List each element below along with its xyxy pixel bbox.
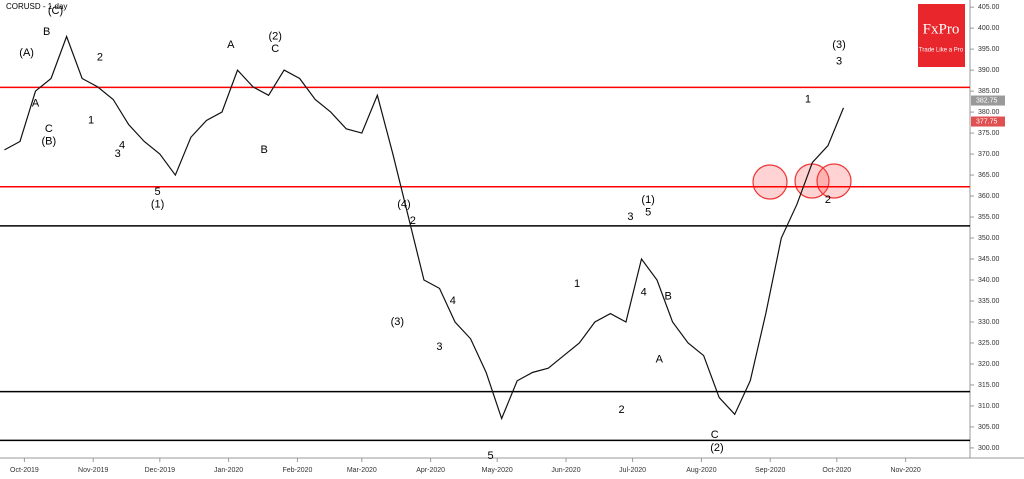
- y-tick-label: 355.00: [978, 214, 1000, 221]
- x-tick-label: Nov-2020: [890, 467, 920, 474]
- wave-label: 3: [436, 341, 442, 353]
- y-tick-label: 325.00: [978, 340, 1000, 347]
- wave-label: 1: [805, 93, 811, 105]
- wave-label: 4: [119, 140, 125, 152]
- circle: [816, 163, 852, 199]
- y-tick-label: 370.00: [978, 151, 1000, 158]
- price-line: [4, 34, 845, 421]
- wave-label: 4: [641, 287, 647, 299]
- x-tick-label: Mar-2020: [347, 467, 377, 474]
- wave-label: 3: [836, 56, 842, 68]
- highlight-circles: [752, 163, 852, 200]
- wave-label: 4: [450, 295, 456, 307]
- y-tick-label: 380.00: [978, 109, 1000, 116]
- wave-label: 2: [618, 404, 624, 416]
- logo: FxPro Trade Like a Pro: [918, 4, 965, 67]
- y-tick-label: 330.00: [978, 319, 1000, 326]
- x-tick-label: Feb-2020: [282, 467, 312, 474]
- wave-label: 3: [115, 148, 121, 160]
- circle: [752, 164, 788, 200]
- y-tick-label: 300.00: [978, 445, 1000, 452]
- x-tick-label: Sep-2020: [755, 467, 785, 474]
- logo-box: [918, 4, 965, 67]
- wave-label: (B): [41, 135, 56, 147]
- wave-label: 2: [410, 215, 416, 227]
- y-tick-label: 310.00: [978, 403, 1000, 410]
- wave-label: B: [664, 291, 671, 303]
- price-tag-label: 377.75: [976, 118, 998, 125]
- price-tag-label: 382.75: [976, 97, 998, 104]
- wave-label: (3): [391, 316, 404, 328]
- wave-label: (C): [48, 5, 63, 17]
- y-tick-label: 390.00: [978, 67, 1000, 74]
- wave-label: (1): [151, 198, 164, 210]
- wave-label: C: [711, 429, 719, 441]
- x-tick-label: Jul-2020: [619, 467, 646, 474]
- wave-label: (A): [19, 47, 34, 59]
- wave-label: (2): [710, 442, 723, 454]
- price-tag: [971, 116, 1005, 127]
- wave-label: (4): [397, 198, 410, 210]
- wave-label: 1: [574, 278, 580, 290]
- wave-label: 5: [487, 450, 493, 462]
- wave-label: A: [656, 354, 664, 366]
- wave-label: B: [43, 26, 50, 38]
- x-tick-label: Oct-2020: [822, 467, 851, 474]
- x-tick-label: Jun-2020: [551, 467, 580, 474]
- wave-label: C: [271, 43, 279, 55]
- y-tick-label: 335.00: [978, 298, 1000, 305]
- wave-label: 2: [97, 51, 103, 63]
- x-tick-label: Aug-2020: [686, 467, 716, 474]
- wave-label: 5: [645, 207, 651, 219]
- brand: FxPro: [923, 21, 960, 37]
- y-tick-label: 345.00: [978, 256, 1000, 263]
- y-tick-label: 405.00: [978, 4, 1000, 11]
- wave-label: A: [227, 39, 235, 51]
- wave-label: A: [32, 98, 40, 110]
- y-tick-label: 315.00: [978, 382, 1000, 389]
- wave-label: (1): [641, 194, 654, 206]
- chart-title: CORUSD - 1 day: [6, 2, 67, 11]
- y-tick-label: 395.00: [978, 46, 1000, 53]
- tagline: Trade Like a Pro: [919, 48, 964, 54]
- wave-label: C: [45, 123, 53, 135]
- y-tick-label: 340.00: [978, 277, 1000, 284]
- x-tick-label: Nov-2019: [78, 467, 108, 474]
- x-tick-label: Oct-2019: [10, 467, 39, 474]
- x-tick-label: May-2020: [482, 467, 513, 474]
- x-tick-label: Jan-2020: [214, 467, 243, 474]
- wave-label: 5: [155, 186, 161, 198]
- wave-label: (2): [269, 30, 282, 42]
- price-tag: [971, 95, 1005, 106]
- y-tick-label: 400.00: [978, 25, 1000, 32]
- y-tick-label: 360.00: [978, 193, 1000, 200]
- y-tick-label: 305.00: [978, 424, 1000, 431]
- x-tick-label: Dec-2019: [145, 467, 175, 474]
- y-tick-label: 350.00: [978, 235, 1000, 242]
- wave-label: (3): [832, 39, 845, 51]
- y-tick-label: 385.00: [978, 88, 1000, 95]
- x-tick-label: Apr-2020: [416, 467, 445, 474]
- y-tick-label: 320.00: [978, 361, 1000, 368]
- y-tick-label: 375.00: [978, 130, 1000, 137]
- wave-label: 1: [88, 114, 94, 126]
- wave-label: B: [260, 144, 267, 156]
- y-tick-label: 365.00: [978, 172, 1000, 179]
- wave-label: 3: [627, 211, 633, 223]
- wave-label: 2: [825, 194, 831, 206]
